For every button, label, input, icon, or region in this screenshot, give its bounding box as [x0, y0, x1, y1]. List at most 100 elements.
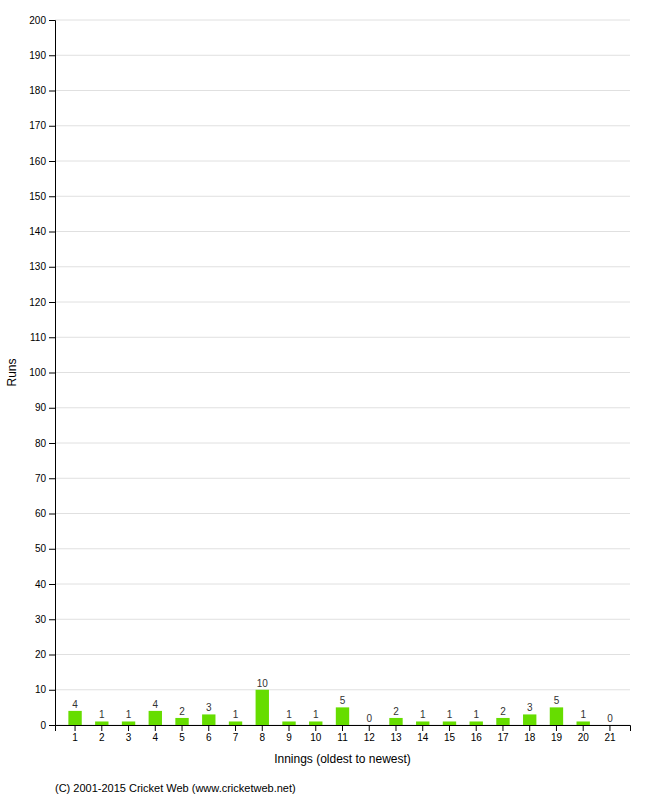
y-tick: 90	[35, 402, 55, 413]
y-tick: 190	[29, 50, 55, 61]
x-tick: 6	[206, 725, 212, 743]
y-tick-mark	[49, 514, 55, 515]
x-tick-mark	[128, 725, 129, 731]
y-tick-mark	[49, 196, 55, 197]
x-tick-mark	[315, 725, 316, 731]
bar	[336, 707, 349, 725]
footer: (C) 2001-2015 Cricket Web (www.cricketwe…	[55, 782, 296, 794]
y-tick-label: 0	[40, 720, 46, 731]
data-label: 1	[126, 709, 132, 720]
x-tick: 10	[310, 725, 322, 743]
x-axis-line	[56, 726, 631, 732]
x-tick: 21	[604, 725, 616, 743]
x-tick: 8	[259, 725, 265, 743]
y-tick-label: 110	[30, 332, 46, 343]
grid-line	[55, 372, 630, 373]
y-tick-mark	[49, 161, 55, 162]
grid-line	[55, 513, 630, 514]
y-tick-label: 50	[35, 543, 47, 554]
bar	[309, 721, 322, 725]
y-tick-label: 10	[35, 684, 47, 695]
y-tick-mark	[49, 619, 55, 620]
x-tick-label: 12	[364, 732, 376, 743]
y-tick: 180	[29, 85, 55, 96]
x-tick-mark	[75, 725, 76, 731]
data-label: 3	[206, 702, 212, 713]
bar	[122, 721, 135, 725]
y-tick-label: 100	[29, 367, 46, 378]
x-tick-mark	[182, 725, 183, 731]
grid-line	[55, 20, 630, 21]
grid-line	[55, 689, 630, 690]
grid-line	[55, 161, 630, 162]
y-tick: 0	[40, 720, 55, 731]
x-tick-mark	[289, 725, 290, 731]
grid-line	[55, 548, 630, 549]
x-tick-label: 14	[417, 732, 429, 743]
y-tick-mark	[49, 443, 55, 444]
data-label: 5	[340, 695, 346, 706]
x-tick-label: 11	[337, 732, 348, 743]
x-tick-mark	[235, 725, 236, 731]
y-axis: 0102030405060708090100110120130140150160…	[29, 15, 55, 731]
y-tick-mark	[49, 232, 55, 233]
y-tick-label: 120	[29, 297, 46, 308]
grid-line	[55, 231, 630, 232]
bar	[523, 714, 536, 725]
y-tick-label: 190	[29, 50, 46, 61]
data-labels: 4114231101150211123510	[72, 678, 613, 724]
x-tick-mark	[529, 725, 530, 731]
data-label: 1	[313, 709, 319, 720]
data-label: 1	[233, 709, 239, 720]
y-tick-label: 150	[29, 191, 46, 202]
grid-line	[55, 196, 630, 197]
y-tick-label: 200	[29, 15, 46, 26]
bar	[577, 721, 590, 725]
x-tick: 3	[126, 725, 132, 743]
chart: 4114231101150211123510123456789101112131…	[0, 0, 650, 800]
x-tick: 16	[471, 725, 483, 743]
grid-line	[55, 55, 630, 56]
y-tick-label: 40	[35, 579, 47, 590]
x-tick-mark	[422, 725, 423, 731]
x-axis-title: Innings (oldest to newest)	[274, 752, 411, 766]
y-tick-label: 70	[35, 473, 47, 484]
x-tick: 18	[524, 725, 536, 743]
y-tick: 100	[29, 367, 55, 378]
bar	[603, 725, 616, 726]
bar	[229, 721, 242, 725]
x-tick-label: 3	[126, 732, 132, 743]
x-tick-label: 2	[99, 732, 105, 743]
x-tick: 11	[337, 725, 348, 743]
y-tick: 130	[29, 261, 55, 272]
x-tick-mark	[342, 725, 343, 731]
x-tick: 13	[390, 725, 402, 743]
y-tick-label: 180	[29, 85, 46, 96]
grid-line	[55, 125, 630, 126]
x-tick-label: 17	[497, 732, 509, 743]
data-label: 0	[607, 713, 613, 724]
y-tick-mark	[49, 584, 55, 585]
bar	[175, 718, 188, 725]
y-tick-mark	[49, 690, 55, 691]
x-tick-label: 5	[179, 732, 185, 743]
x-tick-label: 15	[444, 732, 456, 743]
data-label: 4	[72, 699, 78, 710]
x-tick: 15	[444, 725, 456, 743]
bar	[149, 711, 162, 725]
data-label: 1	[580, 709, 586, 720]
y-tick: 140	[29, 226, 55, 237]
x-tick-label: 6	[206, 732, 212, 743]
x-tick-label: 1	[72, 732, 78, 743]
y-tick-mark	[49, 267, 55, 268]
x-tick-mark	[262, 725, 263, 731]
x-tick-label: 7	[233, 732, 239, 743]
x-tick: 9	[286, 725, 292, 743]
grid-line	[55, 90, 630, 91]
plot: 4114231101150211123510123456789101112131…	[29, 15, 630, 743]
y-tick-mark	[49, 91, 55, 92]
x-tick: 20	[578, 725, 590, 743]
x-tick-mark	[369, 725, 370, 731]
x-tick-mark	[556, 725, 557, 731]
y-tick-mark	[49, 55, 55, 56]
